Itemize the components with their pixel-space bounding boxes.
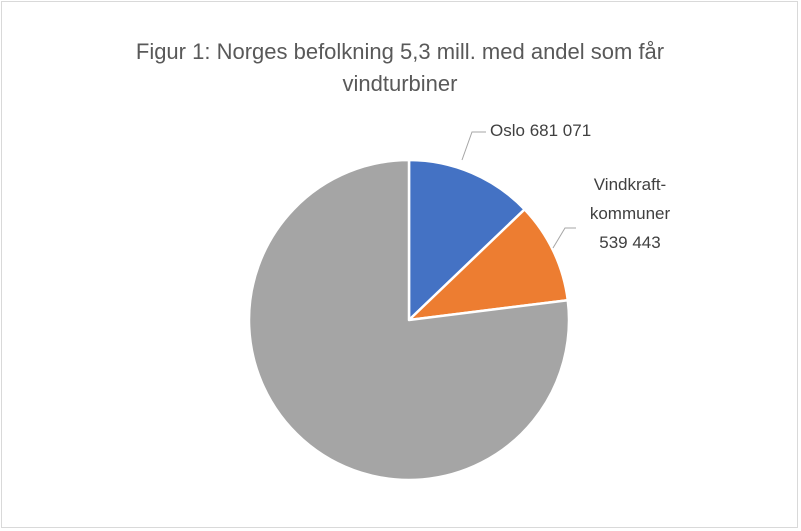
label-value: 539 443 xyxy=(599,233,661,252)
label-value: 681 071 xyxy=(529,121,592,140)
label-category: Oslo xyxy=(490,121,525,140)
chart-title: Figur 1: Norges befolkning 5,3 mill. med… xyxy=(135,39,665,96)
leader-line xyxy=(461,131,486,161)
data-label: Oslo 681 071 xyxy=(490,116,591,145)
data-label: Vindkraft-kommuner 539 443 xyxy=(580,170,680,257)
pie-slice xyxy=(407,208,570,322)
pie-slice xyxy=(247,158,571,482)
pie-slice xyxy=(407,158,526,322)
leader-line xyxy=(552,227,576,249)
label-category: Vindkraft-kommuner xyxy=(589,175,671,223)
